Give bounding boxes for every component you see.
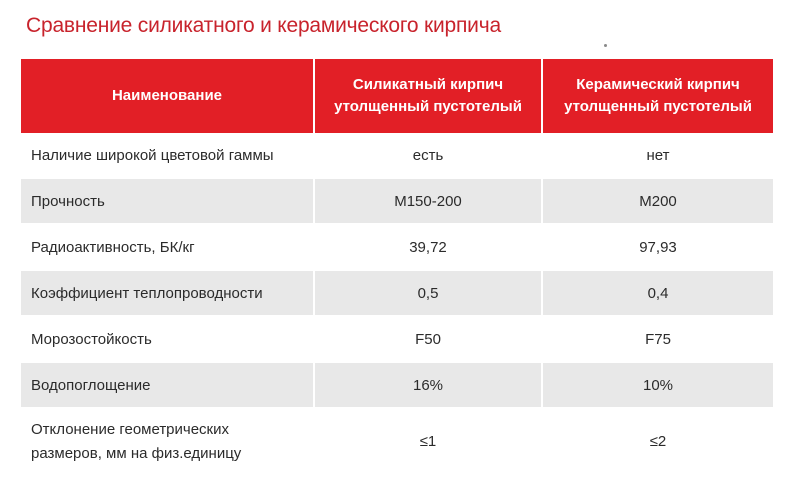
row-silicate-value: 0,5	[314, 270, 543, 317]
table-row: Радиоактивность, БК/кг 39,72 97,93	[21, 224, 773, 271]
row-name: Радиоактивность, БК/кг	[21, 224, 315, 271]
header-silicate-line2: утолщенный пустотелый	[334, 98, 522, 115]
table-header-row: Наименование Силикатный кирпич утолщенны…	[21, 59, 773, 133]
row-name: Наличие широкой цветовой гаммы	[21, 133, 315, 179]
row-ceramic-value: F75	[542, 316, 773, 363]
table-row: Коэффициент теплопроводности 0,5 0,4	[21, 270, 773, 317]
row-ceramic-value: 0,4	[542, 270, 773, 317]
row-name-line1: Отклонение геометрических	[31, 421, 230, 438]
table-row: Водопоглощение 16% 10%	[21, 362, 773, 409]
table-row: Отклонение геометрических размеров, мм н…	[21, 408, 773, 477]
row-ceramic-value: 97,93	[542, 224, 773, 271]
page-title: Сравнение силикатного и керамического ки…	[26, 14, 501, 37]
row-name-line2: размеров, мм на физ.единицу	[31, 445, 242, 462]
table-row: Прочность М150-200 М200	[21, 178, 773, 225]
row-silicate-value: 16%	[314, 362, 543, 409]
table-row: Наличие широкой цветовой гаммы есть нет	[21, 133, 773, 179]
row-silicate-value: есть	[314, 133, 543, 179]
row-silicate-value: 39,72	[314, 224, 543, 271]
row-name: Прочность	[21, 178, 315, 225]
row-silicate-value: ≤1	[314, 408, 543, 477]
table-row: Морозостойкость F50 F75	[21, 316, 773, 363]
header-name: Наименование	[21, 59, 315, 133]
row-ceramic-value: М200	[542, 178, 773, 225]
comparison-table: Наименование Силикатный кирпич утолщенны…	[21, 59, 773, 477]
row-name: Морозостойкость	[21, 316, 315, 363]
row-ceramic-value: ≤2	[542, 408, 773, 477]
header-name-label: Наименование	[111, 87, 223, 104]
header-ceramic-line2: утолщенный пустотелый	[564, 98, 752, 115]
decorative-dot	[604, 44, 607, 47]
header-ceramic: Керамический кирпич утолщенный пустотелы…	[542, 59, 773, 133]
row-ceramic-value: 10%	[542, 362, 773, 409]
row-name: Коэффициент теплопроводности	[21, 270, 315, 317]
row-name: Водопоглощение	[21, 362, 315, 409]
header-ceramic-line1: Керамический кирпич	[576, 76, 740, 93]
row-silicate-value: М150-200	[314, 178, 543, 225]
row-silicate-value: F50	[314, 316, 543, 363]
row-name: Отклонение геометрических размеров, мм н…	[21, 408, 315, 477]
row-ceramic-value: нет	[542, 133, 773, 179]
header-silicate: Силикатный кирпич утолщенный пустотелый	[314, 59, 543, 133]
header-silicate-line1: Силикатный кирпич	[352, 76, 504, 93]
